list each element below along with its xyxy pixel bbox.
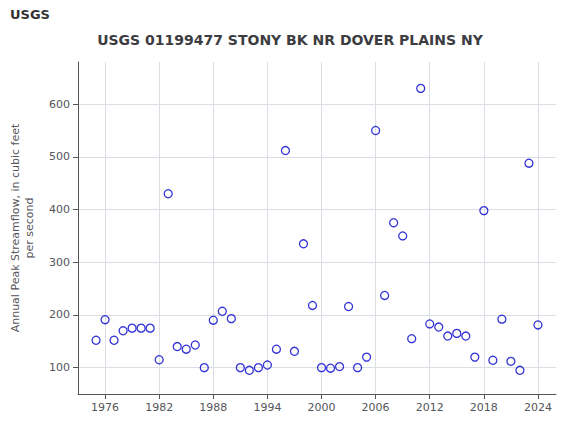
svg-text:2006: 2006	[362, 401, 390, 414]
svg-text:2018: 2018	[470, 401, 498, 414]
svg-text:400: 400	[49, 203, 70, 216]
svg-text:2024: 2024	[524, 401, 552, 414]
svg-text:2000: 2000	[308, 401, 336, 414]
svg-text:per second: per second	[23, 198, 36, 259]
svg-text:USGS 01199477 STONY BK NR DOVE: USGS 01199477 STONY BK NR DOVER PLAINS N…	[97, 32, 484, 48]
svg-text:1982: 1982	[145, 401, 173, 414]
svg-text:300: 300	[49, 256, 70, 269]
svg-text:1976: 1976	[91, 401, 119, 414]
svg-text:1988: 1988	[199, 401, 227, 414]
svg-text:1994: 1994	[253, 401, 281, 414]
svg-text:500: 500	[49, 150, 70, 163]
svg-text:200: 200	[49, 308, 70, 321]
svg-text:600: 600	[49, 98, 70, 111]
svg-text:2012: 2012	[416, 401, 444, 414]
svg-text:100: 100	[49, 361, 70, 374]
svg-text:USGS: USGS	[10, 7, 50, 22]
svg-text:Annual Peak Streamflow, in cub: Annual Peak Streamflow, in cubic feet	[9, 123, 22, 332]
